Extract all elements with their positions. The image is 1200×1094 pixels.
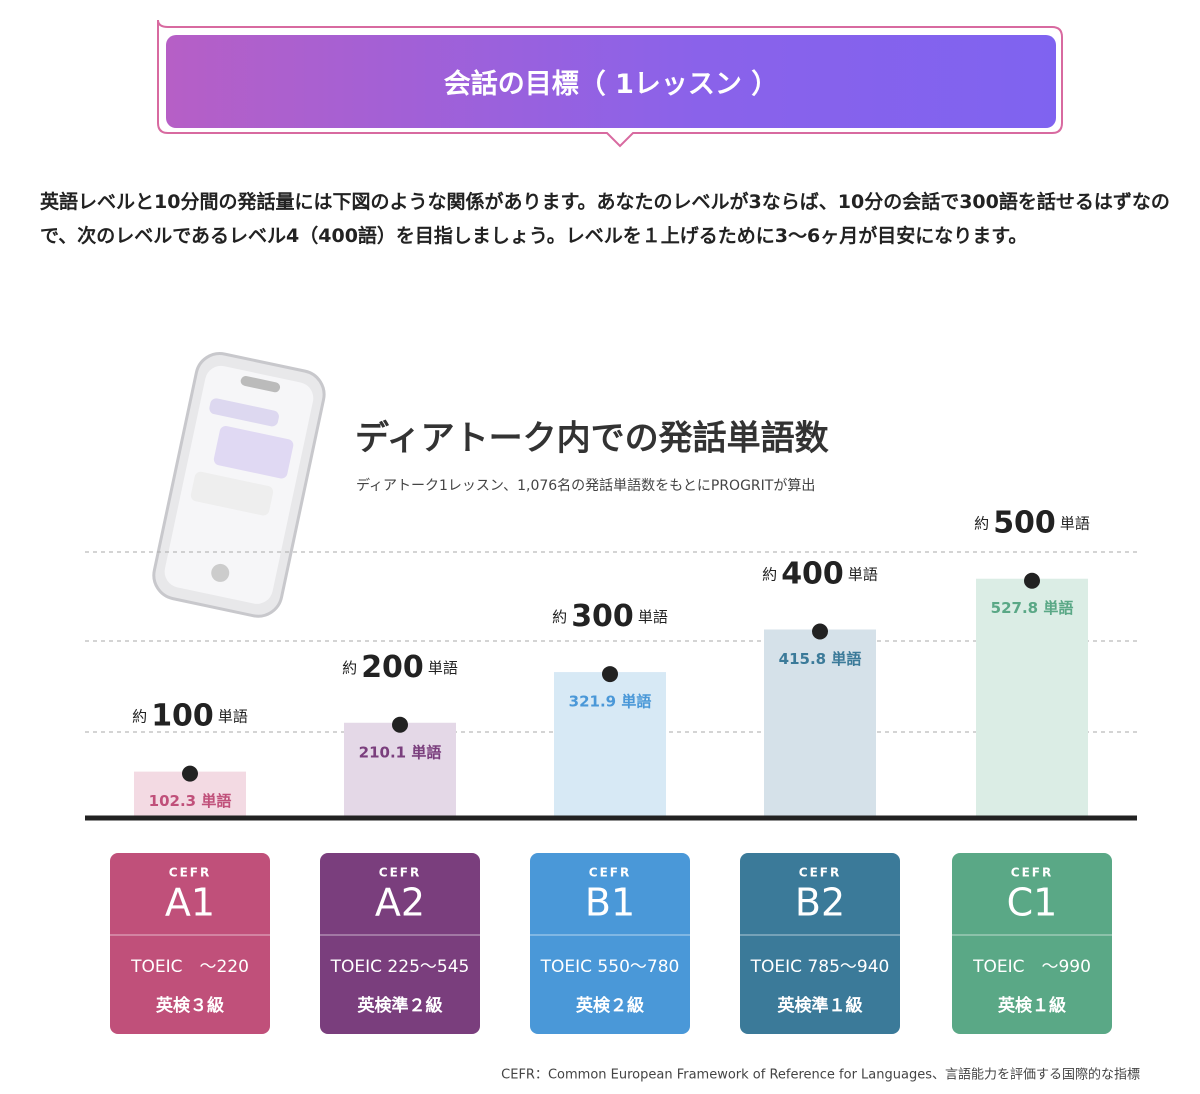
- target-label: 約 200 単語: [342, 649, 458, 684]
- toeic-range: TOEIC 785～940: [750, 957, 890, 977]
- target-unit: 単語: [848, 565, 878, 583]
- chart-subtitle: ディアトーク1レッスン、1,076名の発話単語数をもとにPROGRITが算出: [356, 477, 815, 494]
- bar-dot: [602, 666, 618, 683]
- cefr-label: CEFR: [799, 866, 841, 880]
- level-name: B2: [795, 881, 845, 925]
- cefr-label: CEFR: [1011, 866, 1053, 880]
- level-name: A1: [165, 881, 215, 925]
- target-unit: 単語: [428, 658, 458, 676]
- target-value: 500: [993, 505, 1056, 540]
- bar-dot: [392, 716, 408, 733]
- target-prefix: 約: [552, 608, 567, 626]
- value-label: 415.8 単語: [779, 650, 862, 668]
- bar-dot: [812, 623, 828, 640]
- target-value: 200: [361, 649, 424, 684]
- bar: [344, 722, 456, 818]
- value-label: 527.8 単語: [991, 599, 1074, 617]
- target-label: 約 500 単語: [974, 505, 1090, 540]
- target-label: 約 400 単語: [762, 556, 878, 591]
- intro-text: 英語レベルと10分間の発話量には下図のような関係があります。あなたのレベルが3な…: [40, 191, 1170, 247]
- value-label: 102.3 単語: [149, 792, 232, 810]
- eiken-grade: 英検２級: [576, 995, 644, 1016]
- target-unit: 単語: [218, 707, 248, 725]
- bar: [764, 629, 876, 818]
- eiken-grade: 英検準１級: [778, 995, 863, 1016]
- value-label: 321.9 単語: [569, 693, 652, 711]
- level-name: B1: [585, 881, 635, 925]
- level-card: [320, 853, 480, 1034]
- toeic-range: TOEIC ～990: [972, 957, 1091, 977]
- eiken-grade: 英検準２級: [358, 995, 443, 1016]
- level-card: [740, 853, 900, 1034]
- target-label: 約 100 単語: [132, 698, 248, 733]
- phone-illustration: [152, 352, 326, 618]
- cefr-label: CEFR: [589, 866, 631, 880]
- header-title: 会話の目標（ 1レッスン ）: [166, 35, 1056, 128]
- bar-dot: [182, 765, 198, 782]
- bar-dot: [1024, 572, 1040, 589]
- bar: [976, 578, 1088, 818]
- target-unit: 単語: [1060, 514, 1090, 532]
- target-value: 100: [151, 698, 214, 733]
- toeic-range: TOEIC ～220: [130, 957, 249, 977]
- level-card: [110, 853, 270, 1034]
- target-value: 400: [781, 556, 844, 591]
- toeic-range: TOEIC 550～780: [540, 957, 680, 977]
- chart-title: ディアトーク内での発話単語数: [355, 419, 829, 459]
- footnote: CEFR：Common European Framework of Refere…: [501, 1067, 1140, 1083]
- header-frame: [157, 19, 1063, 148]
- toeic-range: TOEIC 225～545: [330, 957, 470, 977]
- target-unit: 単語: [638, 608, 668, 626]
- bar: [554, 672, 666, 818]
- value-label: 210.1 単語: [359, 743, 442, 761]
- target-prefix: 約: [132, 707, 147, 725]
- level-card: [952, 853, 1112, 1034]
- eiken-grade: 英検３級: [156, 995, 224, 1016]
- target-value: 300: [571, 599, 634, 634]
- target-prefix: 約: [974, 514, 989, 532]
- level-card: [530, 853, 690, 1034]
- target-prefix: 約: [342, 658, 357, 676]
- level-name: A2: [375, 881, 425, 925]
- cefr-label: CEFR: [169, 866, 211, 880]
- level-name: C1: [1007, 881, 1058, 925]
- target-label: 約 300 単語: [552, 599, 668, 634]
- cefr-label: CEFR: [379, 866, 421, 880]
- eiken-grade: 英検１級: [998, 995, 1066, 1016]
- target-prefix: 約: [762, 565, 777, 583]
